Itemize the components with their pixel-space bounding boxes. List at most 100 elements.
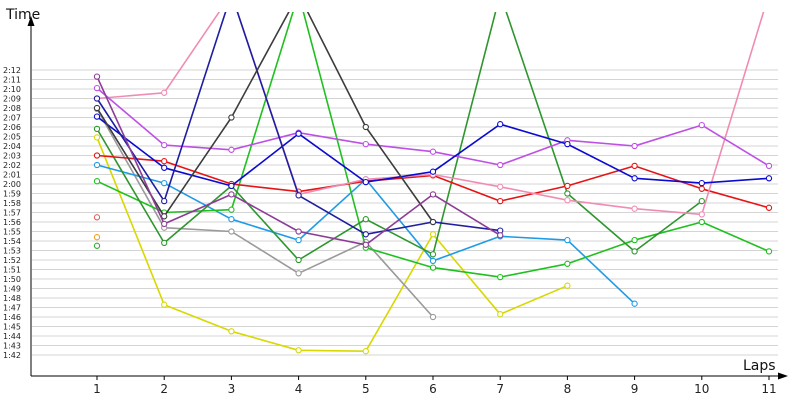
data-point <box>497 121 504 128</box>
data-point <box>765 204 773 211</box>
data-point <box>429 231 437 238</box>
y-tick-label: 2:08 <box>3 104 21 113</box>
y-tick-label: 1:58 <box>3 199 21 208</box>
data-point <box>161 197 168 205</box>
y-tick-label: 1:44 <box>3 332 21 341</box>
data-point <box>161 179 168 187</box>
y-tick-label: 2:05 <box>3 133 21 142</box>
data-point <box>93 104 101 112</box>
data-point <box>429 264 437 271</box>
x-tick-label: 7 <box>496 382 504 396</box>
data-point <box>564 182 571 190</box>
data-point <box>765 162 773 170</box>
y-tick-label: 2:03 <box>3 152 21 161</box>
data-point <box>631 205 638 212</box>
data-point <box>93 214 101 221</box>
series-path <box>96 154 770 209</box>
x-tick-label: 5 <box>362 382 370 396</box>
y-tick-label: 1:45 <box>3 323 21 332</box>
data-point <box>631 300 638 307</box>
y-tick-label: 1:46 <box>3 313 21 322</box>
data-point <box>93 125 101 133</box>
data-point <box>631 142 638 150</box>
y-tick-label: 2:10 <box>3 85 21 94</box>
data-point <box>429 313 437 321</box>
y-tick-labels: 1:421:431:441:451:461:471:481:491:501:51… <box>3 66 21 360</box>
x-tick-label: 9 <box>631 382 639 396</box>
data-point <box>765 248 773 255</box>
data-point <box>698 211 705 218</box>
data-point <box>497 311 504 318</box>
data-point <box>564 282 571 289</box>
data-point <box>564 236 571 244</box>
series-line <box>93 234 101 241</box>
data-point <box>362 123 369 131</box>
series-lines <box>93 12 773 355</box>
data-point <box>161 220 168 228</box>
data-point <box>295 270 302 277</box>
data-point <box>631 175 638 182</box>
series-line <box>93 84 773 170</box>
data-point <box>362 140 369 148</box>
y-tick-label: 1:55 <box>3 228 21 237</box>
data-point <box>698 197 705 205</box>
data-point <box>497 197 504 205</box>
x-tick-label: 11 <box>761 382 776 396</box>
y-tick-label: 1:51 <box>3 266 21 275</box>
y-tick-label: 1:43 <box>3 342 21 351</box>
y-tick-label: 1:57 <box>3 209 21 218</box>
y-tick-label: 1:42 <box>3 351 21 360</box>
y-tick-label: 2:02 <box>3 161 21 170</box>
data-point <box>161 158 168 165</box>
data-point <box>93 242 101 249</box>
data-point <box>429 191 437 198</box>
y-tick-label: 1:52 <box>3 256 21 265</box>
series-line <box>93 214 101 221</box>
x-axis-arrow <box>778 372 788 380</box>
data-point <box>497 273 504 281</box>
y-tick-label: 1:53 <box>3 247 21 256</box>
x-tick-label: 3 <box>228 382 236 396</box>
data-point <box>228 328 235 335</box>
x-tick-label: 8 <box>564 382 572 396</box>
series-path <box>96 12 703 261</box>
data-point <box>497 183 504 190</box>
series-line <box>93 12 437 226</box>
data-point <box>228 182 235 190</box>
data-point <box>497 161 504 169</box>
data-point <box>161 239 168 247</box>
series-line <box>93 12 773 281</box>
x-tick-label: 6 <box>429 382 437 396</box>
y-tick-label: 1:50 <box>3 275 21 284</box>
data-point <box>362 178 369 186</box>
data-point <box>631 236 638 244</box>
data-point <box>429 257 437 265</box>
data-point <box>429 251 437 258</box>
y-tick-label: 1:49 <box>3 285 21 294</box>
data-point <box>564 197 571 204</box>
data-point <box>228 114 235 121</box>
data-point <box>295 347 302 354</box>
data-point <box>631 162 638 170</box>
data-point <box>362 241 369 248</box>
data-point <box>93 152 101 159</box>
data-point <box>362 348 369 355</box>
y-tick-label: 1:47 <box>3 304 21 313</box>
data-point <box>564 140 571 148</box>
data-point <box>93 178 101 185</box>
y-axis-arrow <box>27 16 35 26</box>
data-point <box>228 228 235 235</box>
data-point <box>161 301 168 308</box>
data-point <box>429 218 437 226</box>
x-tick-label: 2 <box>160 382 168 396</box>
data-point <box>429 168 437 175</box>
y-tick-label: 2:09 <box>3 95 21 104</box>
x-tick-labels: 1 2 3 4 5 6 7 8 9 10 11 <box>93 376 777 396</box>
y-tick-label: 1:56 <box>3 218 21 227</box>
data-point <box>228 191 235 198</box>
data-point <box>93 234 101 241</box>
series-line <box>93 152 773 211</box>
data-point <box>362 216 369 223</box>
data-point <box>295 228 302 235</box>
data-point <box>362 231 369 238</box>
